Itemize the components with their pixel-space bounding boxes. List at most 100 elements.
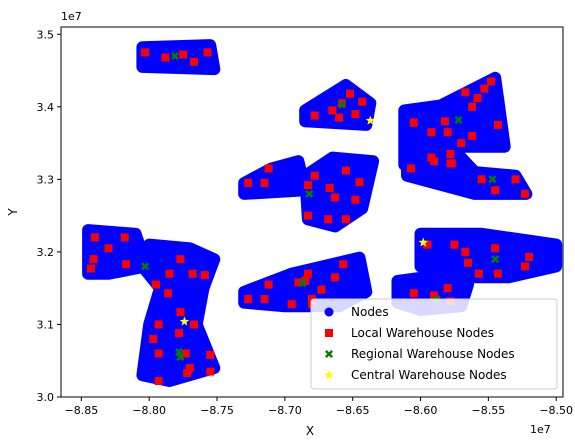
legend-label-0: Nodes	[351, 305, 389, 319]
legend-label-1: Local Warehouse Nodes	[351, 326, 494, 340]
point-2-2	[179, 316, 190, 326]
point-0-5	[310, 111, 319, 120]
point-0-74	[294, 278, 303, 287]
x-tick-label-2: −8.75	[200, 404, 234, 417]
point-0-27	[244, 178, 253, 187]
point-0-0	[141, 48, 150, 57]
point-0-94	[443, 284, 452, 293]
point-0-88	[491, 244, 500, 253]
point-0-54	[165, 269, 174, 278]
node-cluster-middle-center	[299, 151, 380, 233]
point-0-6	[328, 106, 337, 115]
point-0-91	[521, 262, 530, 271]
node-cluster-middle-right	[401, 151, 533, 200]
point-0-46	[477, 175, 486, 184]
point-1-7	[176, 353, 185, 362]
point-1-4	[488, 175, 497, 184]
point-0-70	[154, 377, 163, 386]
x-tick-label-5: −8.60	[404, 404, 438, 417]
point-0-53	[151, 280, 160, 289]
point-0-26	[443, 128, 452, 137]
point-0-12	[409, 118, 418, 127]
point-0-67	[183, 369, 192, 378]
point-2-1	[418, 237, 429, 247]
point-0-37	[341, 215, 350, 224]
y-tick-label-5: 3.5	[37, 28, 55, 41]
point-0-11	[335, 113, 344, 122]
plot-frame	[60, 26, 564, 398]
point-0-19	[487, 77, 496, 86]
point-0-68	[206, 350, 215, 359]
legend: Nodes Local Warehouse Nodes Regional Wareh…	[310, 298, 558, 390]
point-2-0	[365, 115, 376, 125]
x-tick-label-4: −8.65	[336, 404, 370, 417]
point-0-18	[480, 84, 489, 93]
point-0-4	[203, 48, 212, 57]
series-2	[179, 115, 429, 326]
point-0-87	[474, 269, 483, 278]
point-0-90	[525, 252, 534, 261]
series-1	[141, 52, 500, 362]
point-1-2	[454, 115, 463, 124]
point-0-42	[446, 159, 455, 168]
point-1-6	[175, 348, 184, 357]
legend-marker-3	[324, 370, 334, 380]
point-0-66	[185, 363, 194, 372]
point-0-15	[461, 88, 470, 97]
point-0-62	[149, 334, 158, 343]
point-0-72	[260, 295, 269, 304]
point-0-3	[189, 57, 198, 66]
plot-area	[82, 39, 563, 387]
point-0-28	[260, 178, 269, 187]
legend-marker-1	[325, 329, 333, 337]
point-0-63	[175, 329, 184, 338]
point-1-0	[170, 52, 179, 61]
point-0-22	[457, 139, 466, 148]
point-0-32	[325, 184, 334, 193]
legend-marker-0	[324, 307, 334, 317]
x-axis-label: X	[306, 424, 314, 438]
point-0-73	[264, 280, 273, 289]
point-0-21	[468, 131, 477, 140]
point-1-8	[298, 279, 307, 288]
y-axis: 3.0 3.1 3.2 3.3 3.4 3.5	[37, 28, 61, 404]
x-tick-label-1: −8.80	[132, 404, 166, 417]
point-0-45	[521, 189, 530, 198]
point-0-89	[493, 269, 502, 278]
point-0-61	[154, 320, 163, 329]
point-0-14	[440, 117, 449, 126]
point-0-93	[430, 291, 439, 300]
y-offset-text: 1e7	[61, 10, 82, 23]
legend-label-2: Regional Warehouse Nodes	[351, 347, 515, 361]
point-0-16	[468, 102, 477, 111]
point-0-78	[317, 285, 326, 294]
plot-clip-group	[82, 39, 563, 387]
point-0-34	[341, 166, 350, 175]
y-tick-label-3: 3.3	[37, 173, 55, 186]
y-tick-label-4: 3.4	[37, 101, 55, 114]
point-0-1	[161, 53, 170, 62]
point-1-5	[141, 262, 150, 271]
point-0-30	[303, 181, 312, 190]
legend-box	[310, 298, 558, 390]
point-0-86	[464, 258, 473, 267]
x-tick-label-0: −8.85	[64, 404, 98, 417]
point-1-9	[491, 255, 500, 264]
point-1-1	[337, 100, 346, 109]
x-axis: −8.85 −8.80 −8.75 −8.70 −8.65 −8.60 −8.55 −8.50	[64, 397, 573, 417]
point-0-20	[493, 120, 502, 129]
point-0-13	[427, 128, 436, 137]
node-cluster-middle-left-strip	[238, 155, 312, 200]
point-0-59	[176, 308, 185, 317]
point-0-44	[511, 175, 520, 184]
point-0-35	[351, 195, 360, 204]
point-0-36	[355, 178, 364, 187]
point-0-92	[409, 289, 418, 298]
point-0-17	[473, 94, 482, 103]
point-1-3	[305, 189, 314, 198]
y-tick-label-1: 3.1	[37, 318, 55, 331]
point-0-2	[179, 50, 188, 59]
point-0-65	[154, 349, 163, 358]
point-0-39	[303, 211, 312, 220]
